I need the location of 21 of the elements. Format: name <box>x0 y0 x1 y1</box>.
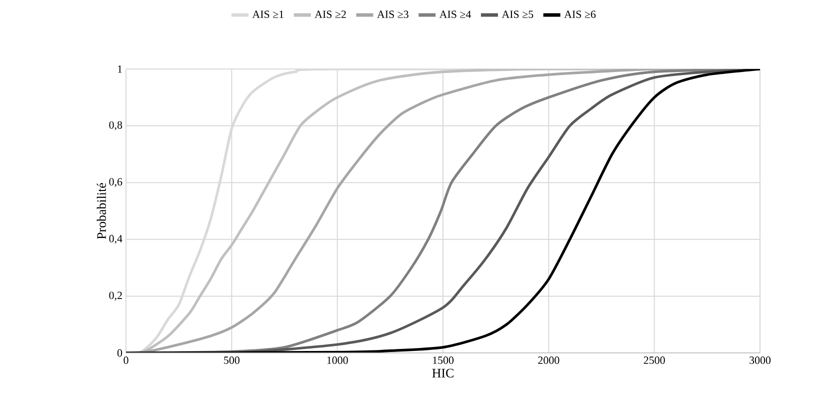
legend-label: AIS ≥3 <box>377 10 408 18</box>
y-tick-label: 0,2 <box>109 292 122 301</box>
y-tick-label: 0 <box>117 349 122 357</box>
x-tick-label: 2500 <box>644 356 665 364</box>
x-tick-label: 2000 <box>538 356 560 364</box>
x-tick-label: 0 <box>124 356 128 364</box>
y-tick-label: 0,4 <box>109 234 122 244</box>
x-axis-title: HIC <box>432 368 454 378</box>
legend-label: AIS ≥6 <box>564 10 596 18</box>
x-tick-label: 1500 <box>433 356 454 364</box>
legend-label: AIS ≥2 <box>314 10 346 18</box>
legend-label: AIS ≥1 <box>252 10 284 18</box>
y-tick-label: 1 <box>118 65 122 73</box>
x-tick-label: 1000 <box>327 356 348 364</box>
y-tick-label: 0,6 <box>109 178 122 188</box>
legend-label: AIS ≥5 <box>502 10 534 18</box>
x-tick-label: 3000 <box>750 356 771 364</box>
x-tick-label: 500 <box>224 356 240 364</box>
legend-label: AIS ≥4 <box>439 10 472 18</box>
y-tick-label: 0,8 <box>109 121 122 130</box>
y-axis-title: Probabilité <box>96 183 106 240</box>
